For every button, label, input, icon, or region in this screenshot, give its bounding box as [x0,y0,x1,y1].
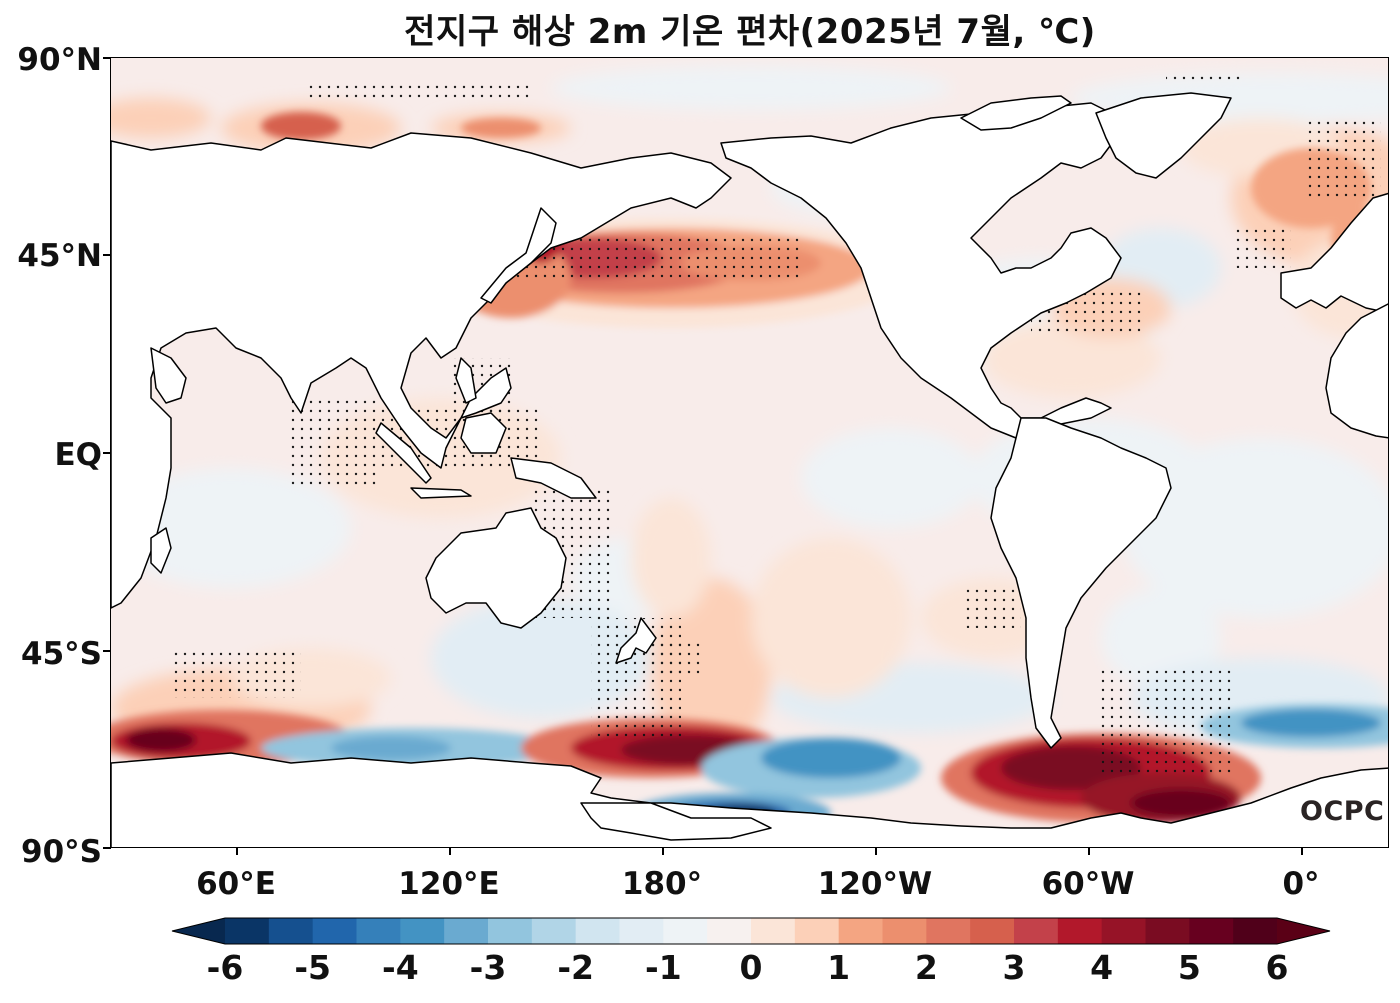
colorbar [171,917,1331,945]
map-canvas [111,58,1388,847]
colorbar-segment [1145,918,1190,944]
x-label-120e: 120°E [398,866,500,902]
colorbar-tick-label: -2 [557,948,594,987]
colorbar-segment [312,918,358,944]
colorbar-segment [1189,918,1234,944]
arctic-islands-land [960,95,1072,131]
colorbar-segment [926,918,971,944]
colorbar-segment [794,918,840,944]
x-label-60e: 60°E [196,866,276,902]
philippines-land [455,357,477,404]
y-tick [103,650,111,652]
y-label-90n: 90°N [17,42,102,78]
japan-land [480,207,557,304]
y-tick [103,57,111,59]
colorbar-segment [970,918,1015,944]
colorbar-segment [268,918,314,944]
y-label-eq: EQ [54,437,102,473]
colorbar-under-extend [172,918,225,944]
x-tick [662,847,664,855]
colorbar-tick-label: -5 [294,948,331,987]
colorbar-segment [882,918,927,944]
europe-africa-land-east [1280,192,1388,314]
anomaly-map [110,57,1389,848]
colorbar-tick-label: 2 [914,948,938,987]
java-land [410,487,472,499]
x-label-0: 0° [1282,866,1320,902]
colorbar-outline [171,917,1331,945]
colorbar-segment [488,918,533,944]
map-title: 전지구 해상 2m 기온 편차(2025년 7월, ℃) [404,12,1096,52]
colorbar-segment [1014,918,1059,944]
colorbar-segment [444,918,489,944]
x-tick [1301,847,1303,855]
y-label-45s: 45°S [21,636,102,672]
y-label-90s: 90°S [21,834,102,870]
ocpc-logo: OCPC [1300,796,1385,827]
colorbar-segment [751,918,796,944]
new-guinea-land [510,457,597,499]
eurasia-africa-land [111,132,732,609]
australia-land [425,507,567,629]
madagascar-land [150,527,172,574]
colorbar-segment [400,918,445,944]
africa-land-east [1325,303,1388,439]
colorbar-segment [619,918,664,944]
significance-stippling [171,72,1381,778]
antarctica-land [111,752,1388,847]
new-zealand-land [615,617,657,664]
colorbar-segment [1057,918,1103,944]
borneo-land [460,412,507,454]
colorbar-tick-label: 0 [739,948,763,987]
colorbar-segment [531,918,577,944]
colorbar-tick-label: 3 [1002,948,1026,987]
colorbar-segment [1233,918,1278,944]
greenland-land [1095,92,1232,179]
y-tick [103,452,111,454]
y-label-45n: 45°N [17,238,102,274]
x-tick [1088,847,1090,855]
colorbar-over-extend [1277,918,1330,944]
x-label-60w: 60°W [1041,866,1135,902]
y-tick [103,847,111,849]
arabia-land [150,347,187,404]
colorbar-segment [707,918,752,944]
south-america-land [990,417,1172,749]
x-tick [875,847,877,855]
colorbar-tick-label: 1 [827,948,851,987]
x-label-180: 180° [621,866,703,902]
colorbar-segment [1101,918,1147,944]
x-tick [236,847,238,855]
colorbar-segment [356,918,401,944]
colorbar-tick-label: -3 [469,948,507,987]
colorbar-tick-label: 6 [1265,948,1289,987]
colorbar-tick-label: -6 [206,948,244,987]
colorbar-tick-label: -4 [381,948,419,987]
x-tick [449,847,451,855]
colorbar-tick-label: 5 [1177,948,1201,987]
colorbar-segment [575,918,621,944]
colorbar-segment [225,918,270,944]
land-masses [111,92,1388,847]
colorbar-segment [663,918,708,944]
north-america-land [720,102,1122,439]
x-label-120w: 120°W [817,866,933,902]
colorbar-tick-label: -1 [644,948,682,987]
y-tick [103,254,111,256]
colorbar-tick-label: 4 [1090,948,1114,987]
colorbar-segment [838,918,884,944]
sumatra-land [375,422,432,484]
